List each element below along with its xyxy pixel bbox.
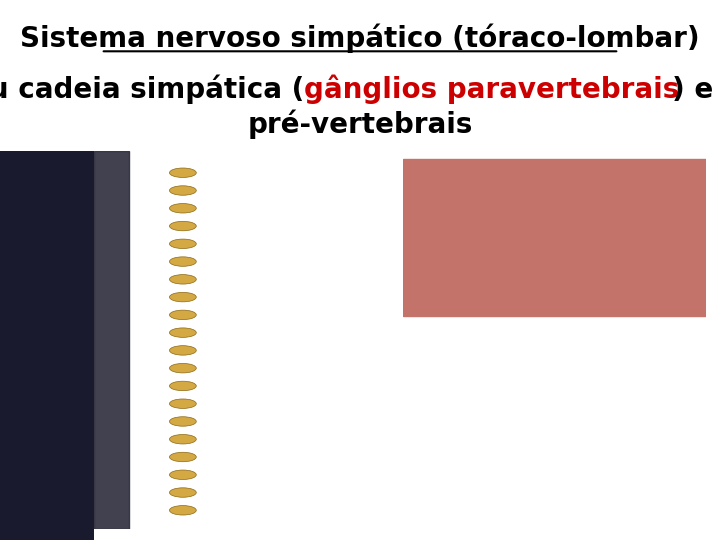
Ellipse shape (169, 310, 197, 320)
Ellipse shape (169, 363, 197, 373)
Ellipse shape (169, 346, 197, 355)
Ellipse shape (169, 435, 197, 444)
Text: gânglios paravertebrais: gânglios paravertebrais (304, 75, 679, 104)
Bar (94, 151, 130, 529)
Ellipse shape (169, 257, 197, 266)
Text: ) e gânglios: ) e gânglios (672, 75, 720, 104)
Ellipse shape (169, 381, 197, 390)
Ellipse shape (169, 239, 197, 248)
Ellipse shape (169, 186, 197, 195)
Ellipse shape (169, 488, 197, 497)
Ellipse shape (169, 168, 197, 178)
Ellipse shape (169, 470, 197, 480)
Ellipse shape (169, 417, 197, 426)
Text: Sistema nervoso simpático (tóraco-lombar): Sistema nervoso simpático (tóraco-lombar… (20, 23, 700, 52)
Ellipse shape (169, 292, 197, 302)
FancyBboxPatch shape (0, 151, 94, 540)
Ellipse shape (169, 275, 197, 284)
Ellipse shape (169, 221, 197, 231)
Text: Tronco ou cadeia simpática (: Tronco ou cadeia simpática ( (0, 75, 305, 104)
Ellipse shape (169, 399, 197, 408)
Ellipse shape (169, 204, 197, 213)
Ellipse shape (169, 453, 197, 462)
Ellipse shape (169, 505, 197, 515)
Text: pré-vertebrais: pré-vertebrais (247, 110, 473, 139)
Ellipse shape (169, 328, 197, 338)
